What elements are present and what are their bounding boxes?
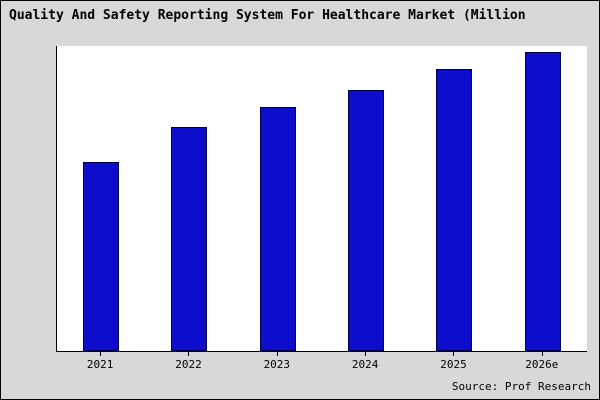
bar-2022	[171, 127, 208, 351]
bar-2025	[436, 69, 473, 351]
plot-area	[56, 46, 587, 352]
x-tick-label: 2024	[321, 352, 409, 371]
x-tick-label: 2023	[233, 352, 321, 371]
source-text: Source: Prof Research	[451, 380, 591, 393]
x-axis-labels: 2021 2022 2023 2024 2025 2026e	[56, 352, 586, 371]
bar-slot	[145, 46, 233, 351]
bar-slot	[57, 46, 145, 351]
bar-2023	[259, 107, 296, 351]
bar-slot	[234, 46, 322, 351]
bar-2026e	[524, 51, 561, 351]
bar-2021	[83, 162, 120, 351]
bar-2024	[348, 89, 385, 351]
bar-slot	[499, 46, 587, 351]
x-tick-label: 2022	[144, 352, 232, 371]
bar-slot	[410, 46, 498, 351]
x-tick-label: 2025	[409, 352, 497, 371]
x-tick-label: 2021	[56, 352, 144, 371]
bar-slot	[322, 46, 410, 351]
x-tick-label: 2026e	[498, 352, 586, 371]
chart-title: Quality And Safety Reporting System For …	[9, 8, 526, 23]
